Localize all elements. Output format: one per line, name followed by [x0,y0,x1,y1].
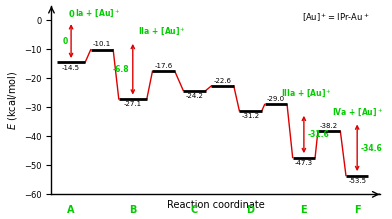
Text: -24.2: -24.2 [185,93,203,99]
Text: A: A [67,205,75,215]
Text: IIa + [Au]$^+$: IIa + [Au]$^+$ [138,25,186,37]
Text: -31.2: -31.2 [241,113,260,119]
Text: 0: 0 [68,10,74,19]
Text: -34.6: -34.6 [361,144,382,153]
Text: D: D [247,205,254,215]
Text: F: F [354,205,361,215]
Text: -53.5: -53.5 [348,178,366,184]
Text: IVa + [Au]$^+$: IVa + [Au]$^+$ [332,106,383,118]
Text: 0: 0 [62,37,68,46]
Text: C: C [191,205,198,215]
X-axis label: Reaction coordinate: Reaction coordinate [167,200,265,210]
Text: -27.1: -27.1 [124,101,142,107]
Text: -14.5: -14.5 [62,65,80,71]
Text: Ia + [Au]$^+$: Ia + [Au]$^+$ [75,7,120,19]
Text: -31.6: -31.6 [307,130,329,139]
Text: -38.2: -38.2 [320,123,338,129]
Text: IIIa + [Au]$^+$: IIIa + [Au]$^+$ [281,87,332,99]
Y-axis label: $E$ (kcal/mol): $E$ (kcal/mol) [5,71,18,130]
Text: E: E [301,205,307,215]
Text: -22.6: -22.6 [214,78,232,84]
Text: -17.6: -17.6 [154,63,173,69]
Text: -47.3: -47.3 [295,160,313,166]
Text: B: B [129,205,136,215]
Text: [Au]$^+$= IPr-Au$^+$: [Au]$^+$= IPr-Au$^+$ [302,12,370,24]
Text: -29.0: -29.0 [267,96,285,102]
Text: -6.8: -6.8 [113,65,129,74]
Text: -10.1: -10.1 [93,41,111,47]
